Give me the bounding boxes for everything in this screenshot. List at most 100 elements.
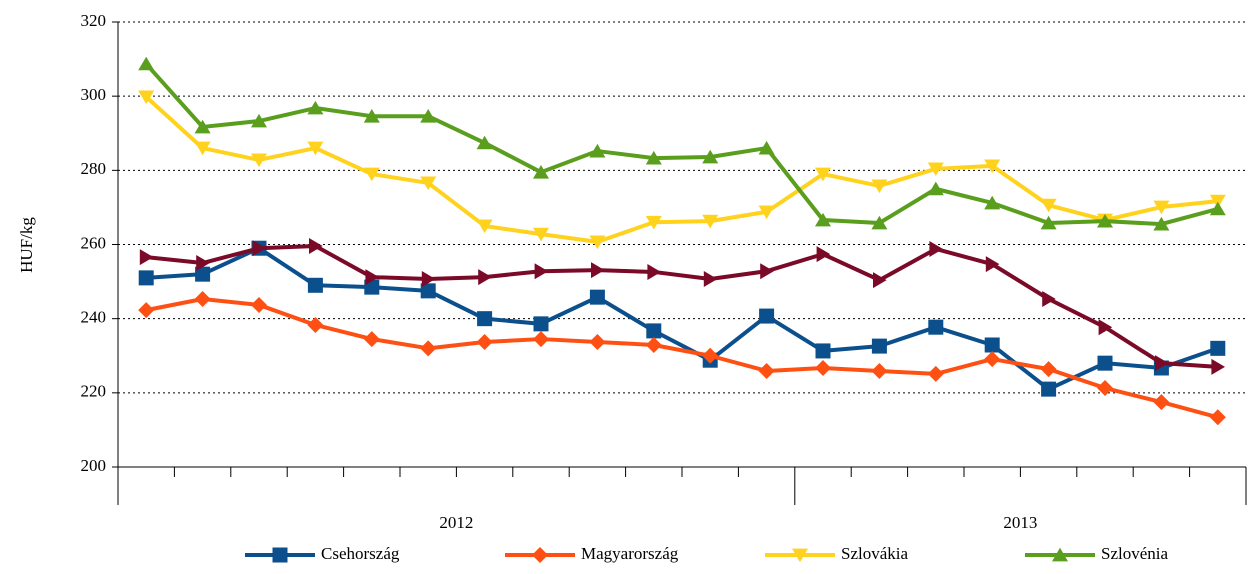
data-point — [138, 302, 155, 319]
y-tick-label: 280 — [81, 159, 107, 178]
data-point — [307, 100, 324, 115]
data-point — [871, 338, 887, 354]
legend-label: Szlovákia — [841, 544, 908, 563]
data-point — [589, 235, 606, 250]
data-point — [309, 237, 323, 254]
data-point — [307, 316, 324, 333]
data-point — [984, 351, 1001, 368]
data-point — [251, 153, 267, 168]
data-point — [1211, 358, 1225, 375]
data-point — [420, 176, 437, 191]
data-point — [421, 270, 436, 287]
y-tick-label: 260 — [81, 233, 107, 252]
data-point — [476, 135, 493, 150]
x-group-label: 2012 — [439, 513, 473, 532]
data-point — [420, 283, 436, 299]
data-point — [1153, 200, 1170, 215]
series-line — [144, 62, 1219, 227]
data-point — [645, 336, 662, 353]
data-point — [589, 334, 606, 351]
legend-marker — [272, 547, 288, 563]
data-point — [589, 289, 605, 305]
data-point — [984, 159, 1001, 174]
data-point — [477, 311, 493, 327]
data-point — [871, 362, 888, 379]
data-point — [138, 270, 154, 286]
data-point — [591, 262, 605, 279]
data-point — [1210, 340, 1226, 356]
data-point — [927, 181, 944, 196]
data-point — [138, 90, 155, 105]
data-point — [533, 331, 549, 348]
data-point — [139, 249, 154, 266]
y-tick-label: 240 — [81, 308, 107, 327]
data-point — [1097, 213, 1113, 228]
data-point — [196, 255, 210, 272]
data-point — [1209, 194, 1226, 209]
data-point — [702, 214, 719, 229]
data-point — [251, 296, 267, 313]
data-point — [589, 143, 606, 158]
data-point — [703, 270, 718, 287]
data-point — [871, 179, 888, 194]
data-point — [307, 277, 323, 293]
data-point — [984, 195, 1001, 210]
data-point — [1040, 198, 1057, 213]
data-point — [815, 212, 831, 227]
data-point — [533, 316, 549, 332]
series-line — [145, 297, 1219, 420]
data-point — [1040, 361, 1057, 378]
data-point — [1153, 394, 1170, 411]
x-group-label: 2013 — [1003, 513, 1037, 532]
data-point — [194, 119, 211, 134]
data-point — [702, 347, 719, 364]
data-point — [1097, 380, 1113, 397]
data-point — [815, 343, 831, 359]
y-tick-label: 300 — [81, 85, 107, 104]
data-point — [1155, 355, 1169, 372]
y-axis-label: HUF/kg — [17, 217, 36, 273]
data-point — [533, 164, 549, 179]
y-tick-label: 220 — [81, 382, 107, 401]
data-point — [928, 319, 944, 335]
data-point — [646, 323, 662, 339]
data-point — [363, 331, 380, 348]
legend-label: Magyarország — [581, 544, 679, 563]
data-point — [251, 113, 267, 128]
data-point — [307, 141, 324, 156]
data-point — [476, 334, 493, 351]
data-point — [195, 266, 211, 282]
y-tick-label: 320 — [81, 11, 107, 30]
data-point — [929, 240, 943, 257]
data-point — [1209, 409, 1226, 426]
data-point — [760, 263, 774, 280]
data-point — [816, 246, 831, 263]
data-point — [1209, 201, 1226, 216]
series-line — [146, 246, 1219, 392]
y-tick-label: 200 — [81, 456, 107, 475]
data-point — [534, 263, 549, 280]
data-point — [363, 167, 380, 182]
data-point — [476, 219, 493, 234]
data-point — [645, 150, 662, 165]
data-point — [758, 140, 775, 155]
data-point — [873, 272, 887, 289]
series-line — [145, 243, 1218, 369]
data-point — [194, 291, 211, 308]
legend-marker — [792, 548, 808, 563]
data-point — [815, 359, 831, 376]
series-line — [144, 95, 1219, 244]
data-point — [138, 56, 155, 71]
data-point — [365, 269, 379, 286]
data-point — [533, 227, 549, 242]
legend-marker — [532, 547, 548, 563]
data-point — [985, 256, 1000, 273]
data-point — [420, 340, 437, 357]
legend-label: Szlovénia — [1101, 544, 1168, 563]
data-point — [420, 108, 437, 123]
data-point — [1041, 381, 1057, 397]
data-point — [1098, 319, 1113, 336]
data-point — [871, 215, 888, 230]
data-point — [758, 205, 775, 220]
